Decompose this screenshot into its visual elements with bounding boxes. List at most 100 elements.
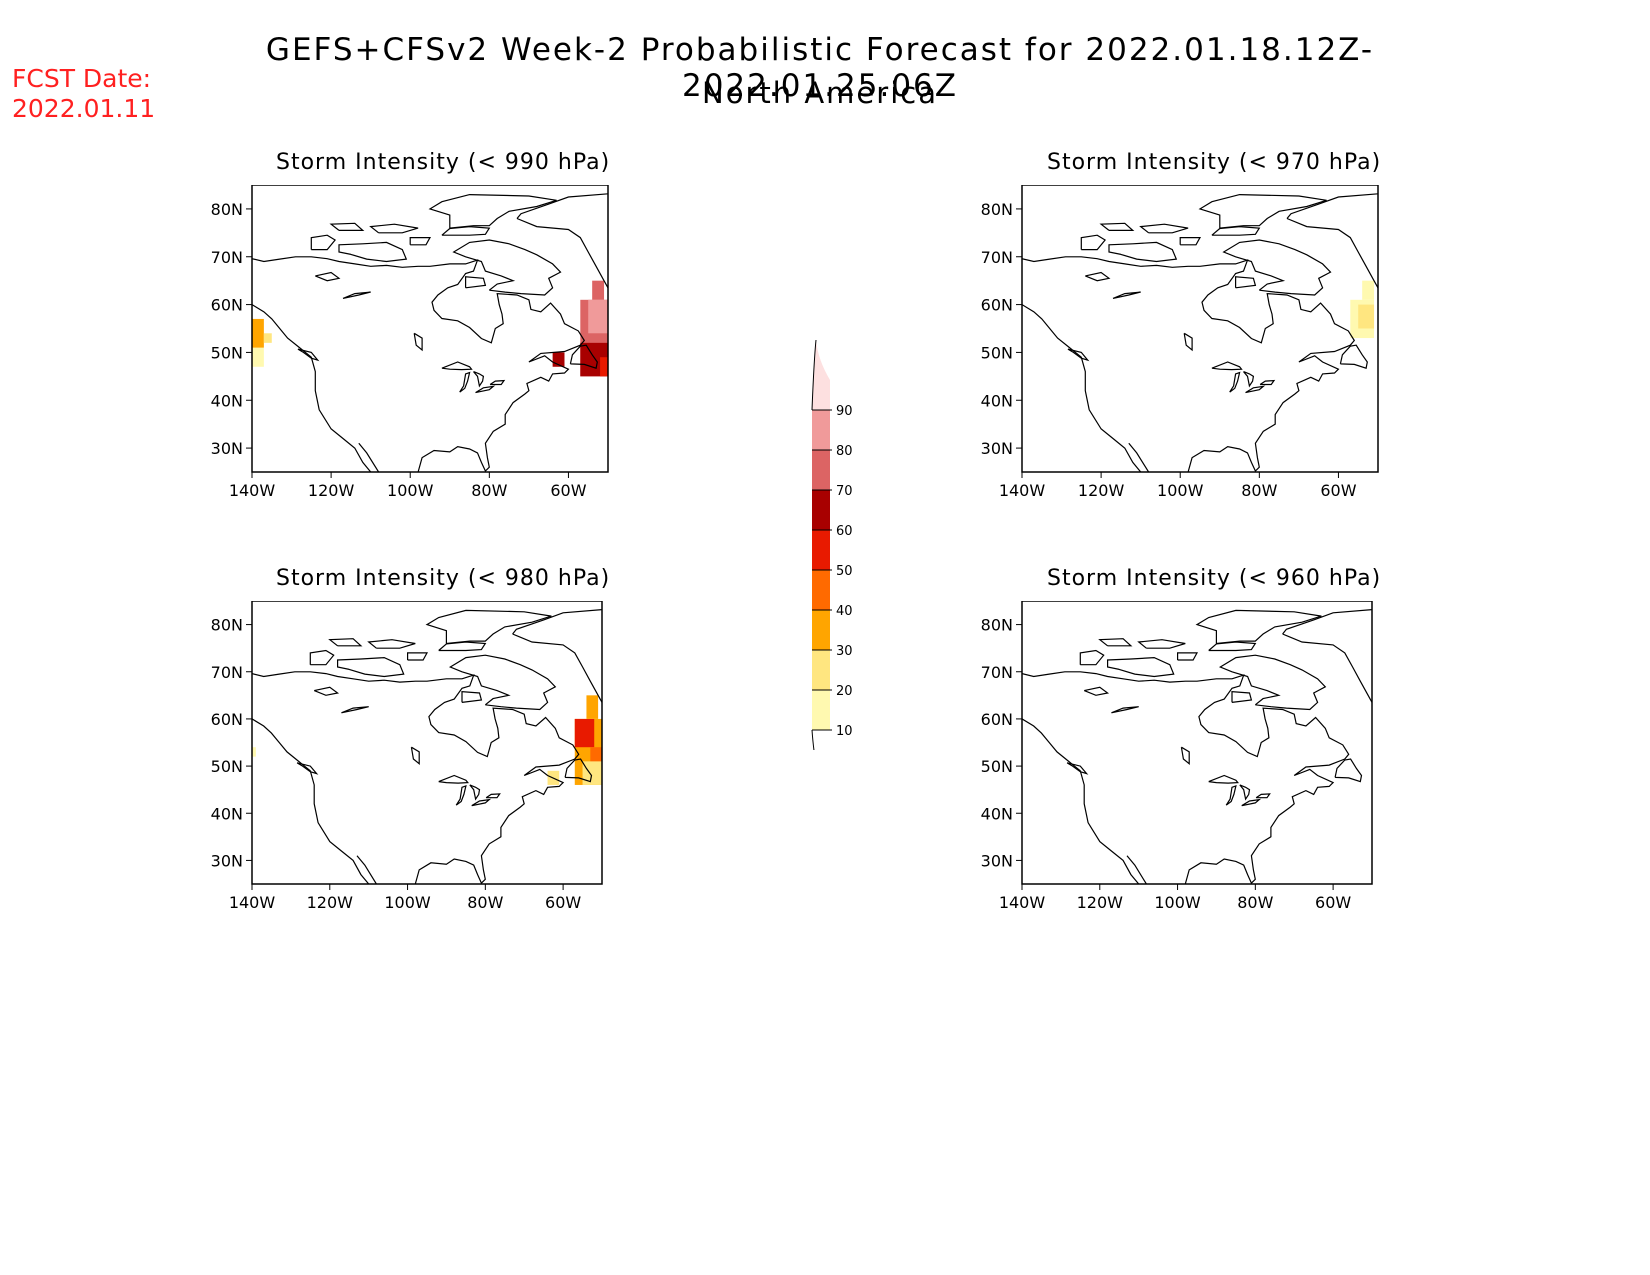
coastline <box>512 609 602 704</box>
coastline <box>1225 784 1237 806</box>
coastline <box>1183 332 1193 352</box>
coastline <box>1022 304 1142 472</box>
colorbar-swatch <box>812 570 830 610</box>
lat-tick-label: 40N <box>981 804 1013 823</box>
colorbar-swatch <box>812 450 830 490</box>
coastline <box>356 855 377 884</box>
coastline <box>1067 348 1090 362</box>
coastline <box>252 256 586 472</box>
colorbar-label: 20 <box>836 684 853 699</box>
panel-title-970: Storm Intensity (< 970 hPa) <box>1047 150 1382 175</box>
coastline <box>461 690 483 703</box>
coastline <box>328 638 363 647</box>
coastline <box>1245 385 1266 394</box>
coastline <box>358 442 380 472</box>
map-frame <box>1021 601 1373 885</box>
probability-area <box>586 695 599 719</box>
lat-tick-label: 80N <box>981 616 1013 635</box>
coastline <box>369 223 419 234</box>
coastline <box>1085 271 1111 282</box>
coastline <box>1231 690 1253 703</box>
coastline <box>315 271 341 282</box>
lat-tick-label: 80N <box>981 200 1013 219</box>
lon-tick-label: 100W <box>387 481 434 500</box>
lat-tick-label: 40N <box>211 391 243 410</box>
colorbar-swatch <box>812 410 830 450</box>
panel-title-990: Storm Intensity (< 990 hPa) <box>276 150 611 175</box>
coastline <box>296 762 319 775</box>
coastline <box>1282 609 1372 704</box>
coastline <box>1083 686 1110 696</box>
coastline <box>569 344 598 369</box>
coastline <box>252 671 580 884</box>
lon-tick-label: 100W <box>1154 893 1201 912</box>
lat-tick-label: 60N <box>981 296 1013 315</box>
coastline <box>1112 291 1141 299</box>
coastline <box>469 784 481 801</box>
map-frame <box>1021 185 1379 473</box>
lon-tick-label: 80W <box>467 893 503 912</box>
lon-tick-label: 120W <box>308 481 355 500</box>
lat-tick-label: 80N <box>211 616 243 635</box>
map-panel-970: 80N 70N 60N 50N 40N 30N 140W 120W 100W 80W 60W <box>981 185 1379 500</box>
lat-tick-label: 30N <box>211 851 243 870</box>
coastline <box>459 371 471 393</box>
lon-tick-label: 140W <box>999 481 1046 500</box>
lon-tick-label: 60W <box>1320 481 1356 500</box>
coastline <box>425 609 552 645</box>
lon-tick-label: 140W <box>229 481 276 500</box>
coastline <box>489 379 506 386</box>
colorbar-end <box>811 729 815 750</box>
coastline <box>1128 442 1150 472</box>
lat-tick-label: 30N <box>981 851 1013 870</box>
coastline <box>297 348 320 362</box>
coastline <box>428 193 557 229</box>
coastline <box>1222 239 1332 296</box>
lat-tick-label: 70N <box>981 663 1013 682</box>
lon-tick-label: 100W <box>384 893 431 912</box>
coastline <box>441 225 491 236</box>
map-frame <box>251 185 609 473</box>
coastline <box>1079 649 1105 666</box>
coastline <box>1080 234 1107 251</box>
lat-tick-label: 50N <box>211 757 243 776</box>
coastline <box>342 291 371 299</box>
lat-tick-label: 50N <box>981 757 1013 776</box>
colorbar-label: 50 <box>836 564 853 579</box>
coastline <box>1126 855 1147 884</box>
coastline <box>485 793 501 799</box>
colorbar-swatch <box>812 690 830 730</box>
coastline <box>1286 193 1378 290</box>
coastline <box>337 656 405 678</box>
coastline <box>1229 371 1241 393</box>
colorbar-label: 30 <box>836 644 853 659</box>
coastline <box>1235 276 1257 289</box>
coastline <box>410 746 420 765</box>
lat-tick-label: 40N <box>981 391 1013 410</box>
lon-tick-label: 120W <box>307 893 354 912</box>
coastline <box>1255 793 1271 799</box>
coastline <box>413 332 423 352</box>
map-panel-990: 80N 70N 60N 50N 40N 30N 140W 120W 100W 80W 60W <box>211 185 609 500</box>
probability-area <box>252 347 264 367</box>
coastline <box>1107 656 1175 678</box>
coastline <box>438 641 487 652</box>
coastline <box>1108 241 1178 263</box>
lat-tick-label: 70N <box>211 248 243 267</box>
probability-area <box>582 761 602 785</box>
colorbar-end <box>811 339 817 411</box>
map-panel-980: 80N 70N 60N 50N 40N 30N 140W 120W 100W 80W 60W <box>211 601 603 912</box>
page-title: GEFS+CFSv2 Week-2 Probabilistic Forecast… <box>265 32 1375 104</box>
colorbar-swatch <box>812 340 830 410</box>
coastline <box>1022 256 1356 472</box>
colorbar: 10 20 30 40 50 60 70 80 90 <box>811 339 853 750</box>
probability-area <box>590 747 602 767</box>
coastline <box>1211 361 1243 371</box>
coastline <box>473 371 485 388</box>
coastline <box>1098 638 1133 647</box>
coastline <box>1099 222 1135 232</box>
lat-tick-label: 70N <box>981 248 1013 267</box>
probability-area <box>574 718 595 748</box>
lon-tick-label: 80W <box>471 481 507 500</box>
page-subtitle: North America <box>702 76 938 110</box>
